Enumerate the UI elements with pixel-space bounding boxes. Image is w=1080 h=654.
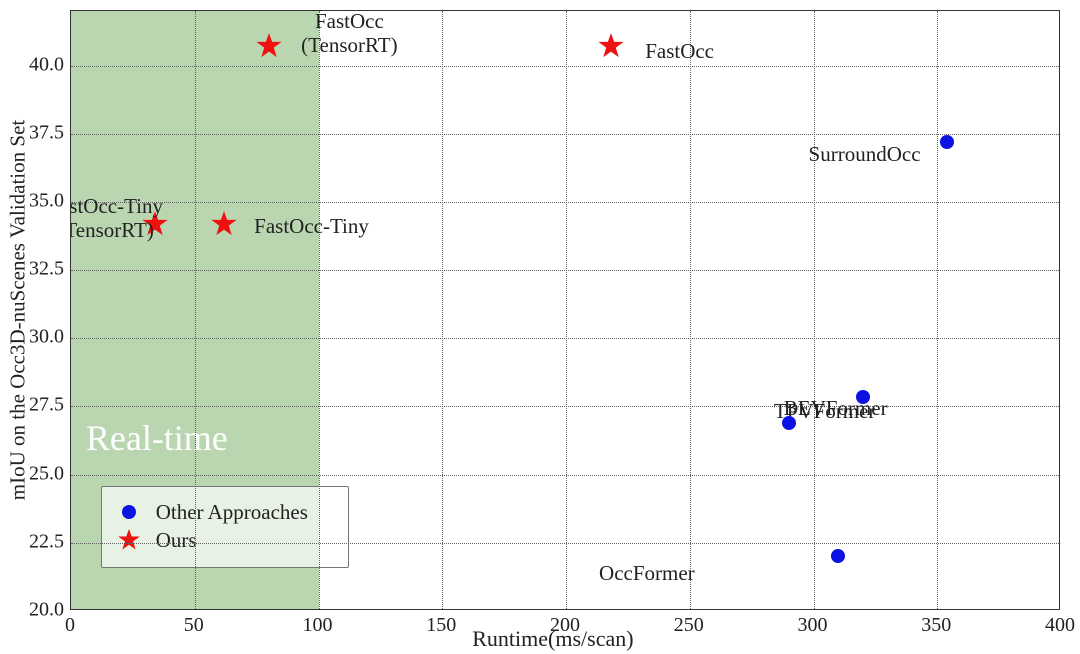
star-icon — [597, 32, 625, 60]
x-tick-label: 350 — [921, 614, 951, 637]
legend-row: Other Approaches — [114, 500, 332, 525]
x-tick-label: 400 — [1045, 614, 1075, 637]
gridline-v — [814, 11, 815, 609]
legend-row: Ours — [114, 528, 332, 553]
circle-marker — [831, 549, 845, 563]
y-axis-label-wrap: mIoU on the Occ3D-nuScenes Validation Se… — [2, 0, 22, 610]
gridline-h — [71, 543, 1059, 544]
point-label: FastOcc — [645, 38, 714, 62]
star-marker — [210, 210, 238, 238]
gridline-h — [71, 134, 1059, 135]
y-tick-label: 30.0 — [29, 326, 64, 349]
y-axis-label: mIoU on the Occ3D-nuScenes Validation Se… — [6, 120, 31, 500]
realtime-label: Real-time — [86, 417, 228, 459]
y-tick-label: 25.0 — [29, 462, 64, 485]
x-tick-label: 300 — [798, 614, 828, 637]
point-label: FastOcc-Tiny — [254, 214, 369, 238]
y-tick-label: 22.5 — [29, 530, 64, 553]
gridline-h — [71, 475, 1059, 476]
gridline-v — [195, 11, 196, 609]
y-tick-label: 32.5 — [29, 258, 64, 281]
y-tick-label: 27.5 — [29, 394, 64, 417]
gridline-h — [71, 202, 1059, 203]
x-tick-label: 200 — [550, 614, 580, 637]
x-tick-label: 100 — [303, 614, 333, 637]
x-tick-label: 0 — [65, 614, 75, 637]
star-icon — [210, 210, 238, 238]
circle-icon — [114, 505, 144, 519]
gridline-v — [442, 11, 443, 609]
y-tick-label: 20.0 — [29, 599, 64, 622]
x-tick-label: 50 — [184, 614, 204, 637]
circle-marker — [940, 135, 954, 149]
gridline-v — [319, 11, 320, 609]
star-marker — [597, 32, 625, 60]
star-marker — [255, 32, 283, 60]
point-label: OccFormer — [599, 561, 695, 585]
y-tick-label: 35.0 — [29, 189, 64, 212]
legend-label: Ours — [156, 528, 197, 553]
point-label: FastOcc(TensorRT) — [301, 10, 397, 57]
gridline-v — [937, 11, 938, 609]
chart-root: Real-time Other Approaches Ours SurroundO… — [0, 0, 1080, 654]
gridline-h — [71, 338, 1059, 339]
plot-area: Real-time Other Approaches Ours SurroundO… — [70, 10, 1060, 610]
x-tick-label: 150 — [426, 614, 456, 637]
y-tick-label: 40.0 — [29, 53, 64, 76]
y-tick-label: 37.5 — [29, 121, 64, 144]
legend-label: Other Approaches — [156, 500, 308, 525]
point-label: FastOcc-Tiny(TensorRT) — [70, 194, 163, 242]
point-label: SurroundOcc — [809, 142, 921, 166]
star-icon — [255, 32, 283, 60]
gridline-v — [566, 11, 567, 609]
gridline-v — [690, 11, 691, 609]
legend: Other Approaches Ours — [101, 486, 349, 568]
x-tick-label: 250 — [674, 614, 704, 637]
gridline-h — [71, 406, 1059, 407]
point-label: BEVFormer — [784, 396, 888, 420]
gridline-h — [71, 66, 1059, 67]
gridline-h — [71, 270, 1059, 271]
star-icon — [114, 528, 144, 552]
